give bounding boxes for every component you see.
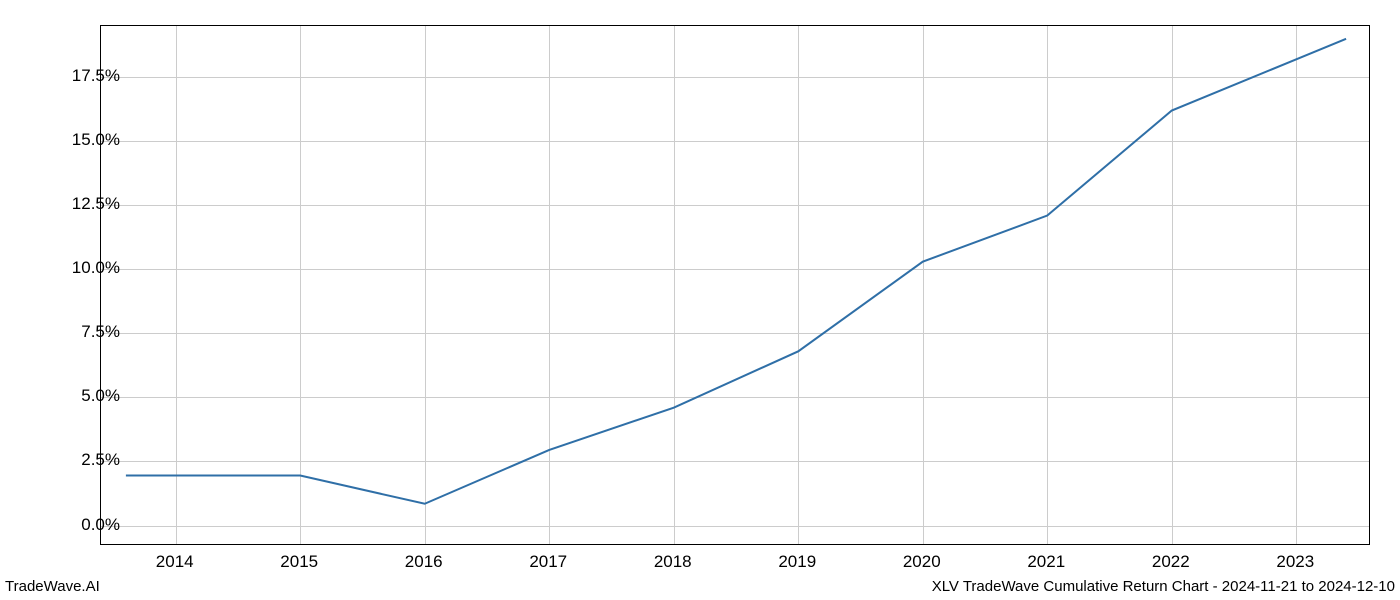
y-tick-label: 2.5%: [60, 450, 120, 470]
y-tick-label: 12.5%: [60, 194, 120, 214]
y-tick-label: 0.0%: [60, 515, 120, 535]
chart-container: [100, 25, 1370, 545]
footer-left-text: TradeWave.AI: [5, 578, 100, 595]
x-tick-label: 2016: [405, 552, 443, 572]
footer-right-text: XLV TradeWave Cumulative Return Chart - …: [932, 578, 1395, 595]
x-tick-label: 2023: [1276, 552, 1314, 572]
x-tick-label: 2019: [778, 552, 816, 572]
x-tick-label: 2021: [1027, 552, 1065, 572]
chart-line: [126, 39, 1346, 504]
y-tick-label: 7.5%: [60, 322, 120, 342]
x-tick-label: 2017: [529, 552, 567, 572]
x-tick-label: 2014: [156, 552, 194, 572]
plot-area: [100, 25, 1370, 545]
x-tick-label: 2022: [1152, 552, 1190, 572]
x-tick-label: 2020: [903, 552, 941, 572]
y-tick-label: 15.0%: [60, 130, 120, 150]
x-tick-label: 2015: [280, 552, 318, 572]
line-chart-svg: [101, 26, 1369, 544]
y-tick-label: 17.5%: [60, 66, 120, 86]
y-tick-label: 10.0%: [60, 258, 120, 278]
y-tick-label: 5.0%: [60, 386, 120, 406]
x-tick-label: 2018: [654, 552, 692, 572]
